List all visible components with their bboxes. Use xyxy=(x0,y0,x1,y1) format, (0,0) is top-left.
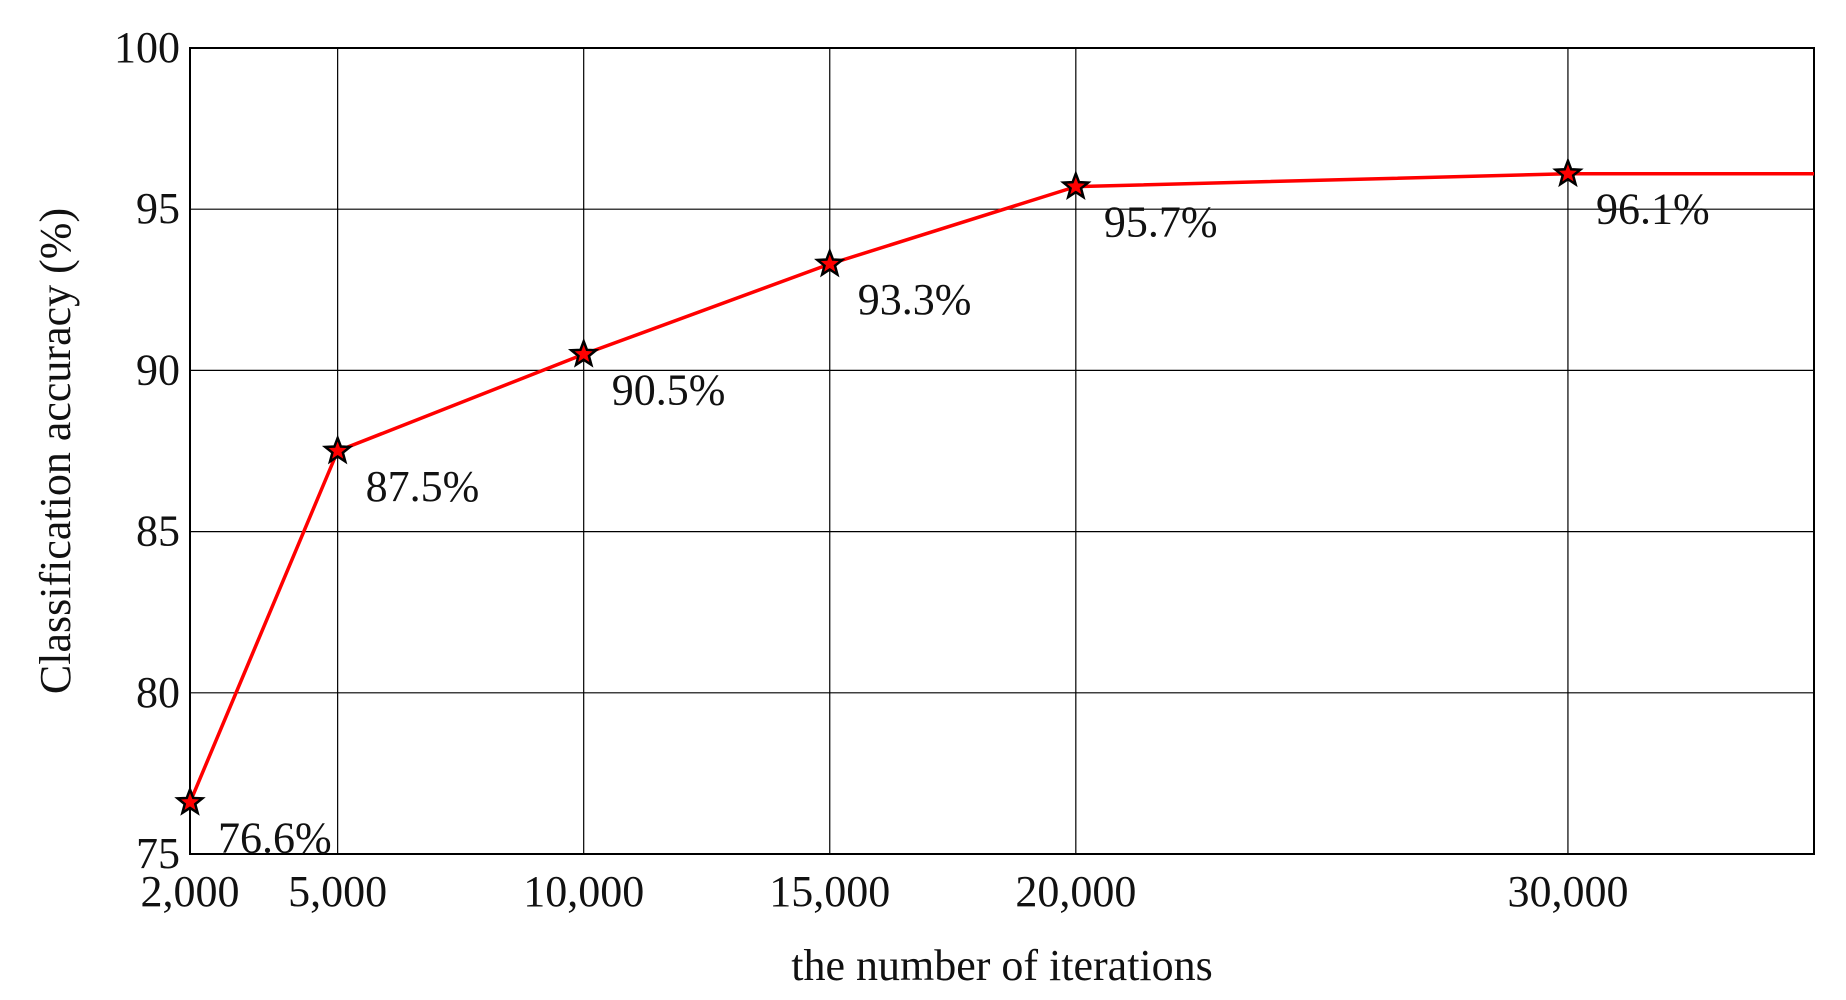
data-label-1: 87.5% xyxy=(366,462,480,511)
x-tick-label-1: 5,000 xyxy=(288,867,387,916)
data-label-4: 95.7% xyxy=(1104,198,1218,247)
y-tick-label-4: 95 xyxy=(136,184,180,233)
data-markers xyxy=(174,157,1584,816)
y-axis-title: Classification accuracy (%) xyxy=(31,208,80,694)
data-label-2: 90.5% xyxy=(612,365,726,414)
y-tick-label-2: 85 xyxy=(136,507,180,556)
data-point-marker-4 xyxy=(1060,170,1092,201)
x-axis-tick-labels: 2,000 5,000 10,000 15,000 20,000 30,000 xyxy=(141,867,1629,916)
data-point-marker-3 xyxy=(814,247,846,278)
y-tick-label-0: 75 xyxy=(136,829,180,878)
y-axis-tick-labels: 75 80 85 90 95 100 xyxy=(114,23,180,878)
y-tick-label-1: 80 xyxy=(136,668,180,717)
plot-area-frame xyxy=(189,47,1815,855)
data-point-marker-5 xyxy=(1552,157,1584,188)
data-point-marker-0 xyxy=(174,785,206,816)
data-label-5: 96.1% xyxy=(1596,185,1710,234)
x-tick-label-5: 30,000 xyxy=(1507,867,1628,916)
x-tick-label-4: 20,000 xyxy=(1015,867,1136,916)
data-point-marker-1 xyxy=(321,434,354,465)
data-label-0: 76.6% xyxy=(218,813,332,862)
data-labels: 76.6% 87.5% 90.5% 93.3% 95.7% 96.1% xyxy=(218,185,1710,863)
y-tick-label-3: 90 xyxy=(136,345,180,394)
data-label-3: 93.3% xyxy=(858,275,972,324)
data-point-marker-2 xyxy=(567,337,600,368)
y-tick-label-5: 100 xyxy=(114,23,180,72)
x-tick-label-0: 2,000 xyxy=(141,867,240,916)
x-axis-title: the number of iterations xyxy=(791,941,1213,990)
x-tick-label-2: 10,000 xyxy=(523,867,644,916)
x-tick-label-3: 15,000 xyxy=(769,867,890,916)
